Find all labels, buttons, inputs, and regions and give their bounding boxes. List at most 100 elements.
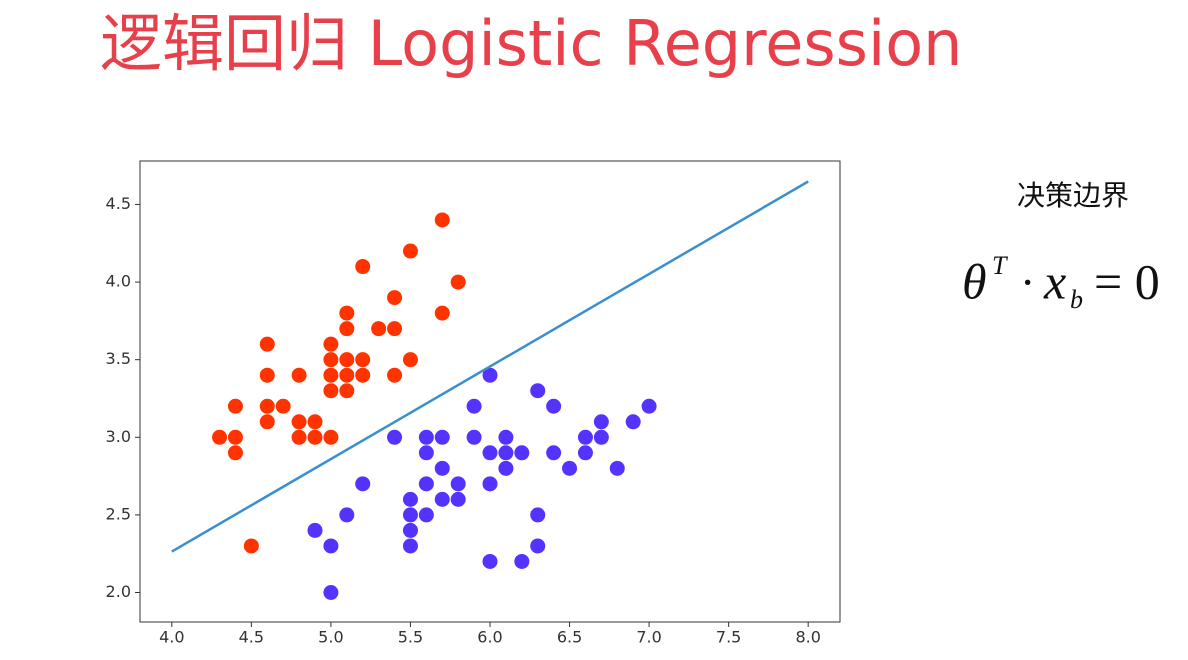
y-tick-label: 3.0 — [106, 427, 131, 446]
formula-base: θ — [962, 253, 987, 309]
point — [577, 445, 593, 461]
point — [323, 367, 339, 383]
point — [482, 445, 498, 461]
point — [402, 507, 418, 523]
point — [339, 507, 355, 523]
point — [355, 259, 371, 275]
point — [609, 460, 625, 476]
point — [450, 274, 466, 290]
point — [259, 367, 275, 383]
point — [466, 398, 482, 414]
plot-frame — [139, 160, 841, 623]
point — [418, 507, 434, 523]
point — [514, 445, 530, 461]
y-tick-label: 4.0 — [106, 272, 131, 291]
point — [355, 476, 371, 492]
point — [434, 491, 450, 507]
point — [291, 367, 307, 383]
formula-rhs: = 0 — [1094, 253, 1160, 309]
point — [259, 414, 275, 430]
x-tick-label: 7.0 — [636, 628, 661, 647]
point — [259, 336, 275, 352]
point — [387, 290, 403, 306]
point — [307, 429, 323, 445]
point — [259, 398, 275, 414]
y-tick-label: 2.5 — [106, 504, 131, 523]
y-tick-label: 4.5 — [106, 194, 131, 213]
point — [434, 429, 450, 445]
point — [339, 305, 355, 321]
point — [291, 414, 307, 430]
point — [641, 398, 657, 414]
formula-sub: b — [1070, 285, 1083, 314]
point — [323, 336, 339, 352]
point — [387, 429, 403, 445]
point — [339, 321, 355, 337]
point — [402, 491, 418, 507]
point — [418, 429, 434, 445]
point — [402, 522, 418, 538]
point — [530, 383, 546, 399]
point — [307, 414, 323, 430]
point — [387, 321, 403, 337]
point — [291, 429, 307, 445]
point — [227, 445, 243, 461]
y-tick-label: 2.0 — [106, 582, 131, 601]
formula-var: x — [1043, 253, 1066, 309]
point — [418, 445, 434, 461]
point — [450, 476, 466, 492]
point — [402, 538, 418, 554]
point — [323, 538, 339, 554]
point — [418, 476, 434, 492]
formula-dot: · — [1020, 257, 1035, 308]
point — [482, 367, 498, 383]
point — [323, 585, 339, 601]
point — [434, 212, 450, 228]
point — [243, 538, 259, 554]
point — [339, 383, 355, 399]
point — [530, 538, 546, 554]
point — [307, 522, 323, 538]
decision-boundary — [171, 180, 809, 553]
point — [227, 398, 243, 414]
y-tick-label: 3.5 — [106, 349, 131, 368]
x-tick-label: 7.5 — [716, 628, 741, 647]
x-tick-label: 4.5 — [239, 628, 264, 647]
point — [275, 398, 291, 414]
x-tick-label: 6.5 — [557, 628, 582, 647]
annotation-label: 决策边界 — [1017, 179, 1129, 212]
point — [212, 429, 228, 445]
point — [546, 445, 562, 461]
point — [339, 367, 355, 383]
point — [339, 352, 355, 368]
point — [498, 445, 514, 461]
point — [323, 352, 339, 368]
point — [434, 460, 450, 476]
x-tick-label: 8.0 — [795, 628, 820, 647]
point — [323, 429, 339, 445]
point — [450, 491, 466, 507]
point — [577, 429, 593, 445]
formula: θ T · x b = 0 — [962, 251, 1160, 314]
point — [434, 305, 450, 321]
point — [371, 321, 387, 337]
point — [593, 414, 609, 430]
x-tick-label: 5.5 — [398, 628, 423, 647]
point — [530, 507, 546, 523]
x-tick-label: 6.0 — [477, 628, 502, 647]
formula-sup: T — [992, 251, 1008, 280]
point — [387, 367, 403, 383]
point — [482, 553, 498, 569]
point — [562, 460, 578, 476]
point — [402, 352, 418, 368]
slide-title: 逻辑回归 Logistic Regression — [100, 7, 962, 80]
x-tick-label: 5.0 — [318, 628, 343, 647]
point — [546, 398, 562, 414]
point — [593, 429, 609, 445]
point — [482, 476, 498, 492]
point — [625, 414, 641, 430]
x-tick-label: 4.0 — [159, 628, 184, 647]
point — [514, 553, 530, 569]
point — [323, 383, 339, 399]
